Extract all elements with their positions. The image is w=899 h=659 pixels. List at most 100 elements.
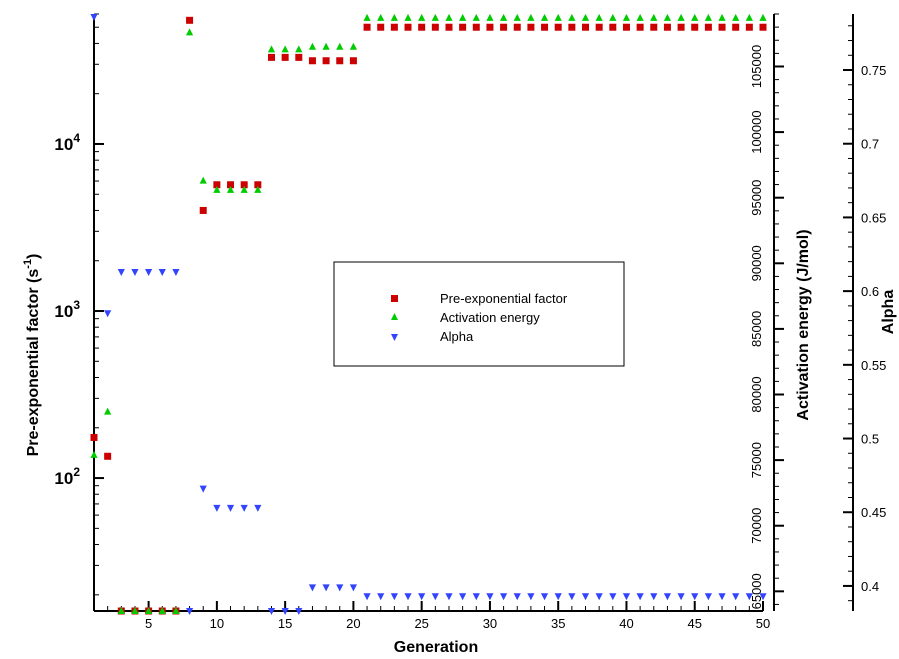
point-alpha (609, 593, 617, 601)
point-activation-energy (472, 13, 480, 21)
point-alpha (527, 593, 535, 601)
legend: Pre-exponential factor Activation energy… (333, 261, 625, 367)
point-pre-exponential-factor (404, 23, 412, 31)
legend-label-alpha: Alpha (440, 329, 474, 344)
point-pre-exponential-factor (227, 181, 235, 189)
point-alpha (213, 504, 221, 512)
point-alpha (295, 608, 303, 615)
point-alpha (636, 593, 644, 601)
legend-marker-pre-exponential-factor (391, 295, 398, 302)
point-activation-energy (759, 13, 767, 21)
point-pre-exponential-factor (213, 181, 221, 189)
point-pre-exponential-factor (732, 23, 740, 31)
y-right-tick-label: 0.65 (861, 210, 886, 225)
x-tick-label: 35 (551, 616, 565, 631)
point-alpha (90, 13, 98, 21)
point-pre-exponential-factor (390, 23, 398, 31)
point-pre-exponential-factor (199, 206, 207, 214)
point-activation-energy (349, 42, 358, 50)
point-alpha (431, 593, 439, 601)
point-alpha (226, 504, 235, 512)
point-activation-energy (117, 607, 125, 614)
legend-label-pre-exponential-factor: Pre-exponential factor (440, 291, 568, 306)
point-alpha (390, 593, 398, 601)
point-activation-energy (691, 13, 699, 21)
point-pre-exponential-factor (90, 433, 98, 441)
y-mid-tick-label: 95000 (749, 180, 764, 216)
point-activation-energy (240, 185, 248, 193)
point-pre-exponential-factor (691, 23, 699, 31)
point-activation-energy (336, 42, 344, 50)
point-alpha (581, 593, 590, 601)
y-right-tick-label: 0.4 (861, 579, 879, 594)
point-pre-exponential-factor (186, 16, 194, 24)
point-activation-energy (622, 13, 631, 21)
point-activation-energy (581, 13, 590, 21)
point-alpha (691, 593, 699, 601)
point-pre-exponential-factor (527, 23, 535, 31)
x-tick-label: 10 (210, 616, 224, 631)
y-right-tick-label: 0.5 (861, 432, 879, 447)
point-activation-energy (281, 45, 289, 53)
point-activation-energy (199, 176, 207, 184)
point-pre-exponential-factor (500, 23, 508, 31)
point-pre-exponential-factor (745, 23, 753, 31)
x-tick-label: 25 (414, 616, 428, 631)
point-alpha (595, 593, 603, 601)
point-activation-energy (226, 185, 235, 193)
x-tick-label: 50 (756, 616, 770, 631)
point-alpha (677, 593, 685, 601)
point-pre-exponential-factor (650, 23, 658, 31)
point-pre-exponential-factor (554, 23, 562, 31)
point-activation-energy (732, 13, 740, 21)
point-activation-energy (445, 13, 453, 21)
legend-marker-activation-energy (391, 313, 398, 320)
point-alpha (404, 593, 412, 601)
point-alpha (718, 593, 726, 601)
point-alpha (472, 593, 480, 601)
point-activation-energy (459, 13, 467, 21)
y-right-tick-label: 0.45 (861, 505, 886, 520)
point-pre-exponential-factor (472, 23, 480, 31)
y-left-axis-title-main: Pre-exponential factor (s (25, 269, 42, 457)
point-activation-energy (90, 450, 98, 458)
point-activation-energy (677, 13, 685, 21)
axes-layer: 5 10 15 20 25 30 35 40 45 50 102 103 104 65000 70000 75… (54, 13, 886, 631)
point-activation-energy (745, 13, 753, 21)
y-right-tick-label: 0.55 (861, 358, 886, 373)
point-activation-energy (540, 13, 549, 21)
point-activation-energy (499, 13, 508, 21)
point-pre-exponential-factor (104, 452, 112, 460)
point-pre-exponential-factor (349, 57, 357, 65)
marks-layer (90, 13, 767, 615)
point-alpha (199, 485, 207, 493)
point-activation-energy (554, 13, 562, 21)
point-activation-energy (267, 45, 276, 53)
point-alpha (281, 608, 289, 615)
point-alpha (540, 593, 549, 601)
point-alpha (267, 608, 276, 615)
y-mid-axis-title: Activation energy (J/mol) (795, 229, 812, 420)
point-alpha (131, 268, 139, 276)
y-left-axis-title-close: ) (25, 254, 42, 259)
point-pre-exponential-factor (541, 23, 549, 31)
point-activation-energy (145, 607, 153, 614)
point-pre-exponential-factor (295, 53, 303, 61)
point-pre-exponential-factor (582, 23, 590, 31)
y-mid-tick-label: 90000 (749, 245, 764, 281)
x-axis-title: Generation (394, 639, 478, 654)
point-activation-energy (418, 13, 426, 21)
point-pre-exponential-factor (663, 23, 671, 31)
y-mid-tick-label: 70000 (749, 508, 764, 544)
point-alpha (650, 593, 658, 601)
point-activation-energy (295, 45, 303, 53)
y-left-tick-label: 102 (54, 465, 80, 488)
x-tick-label: 5 (145, 616, 152, 631)
y-right-tick-label: 0.7 (861, 137, 879, 152)
point-activation-energy (213, 185, 221, 193)
point-alpha (499, 593, 508, 601)
y-right-tick-label: 0.6 (861, 284, 879, 299)
point-activation-energy (131, 607, 139, 614)
point-pre-exponential-factor (308, 57, 316, 65)
